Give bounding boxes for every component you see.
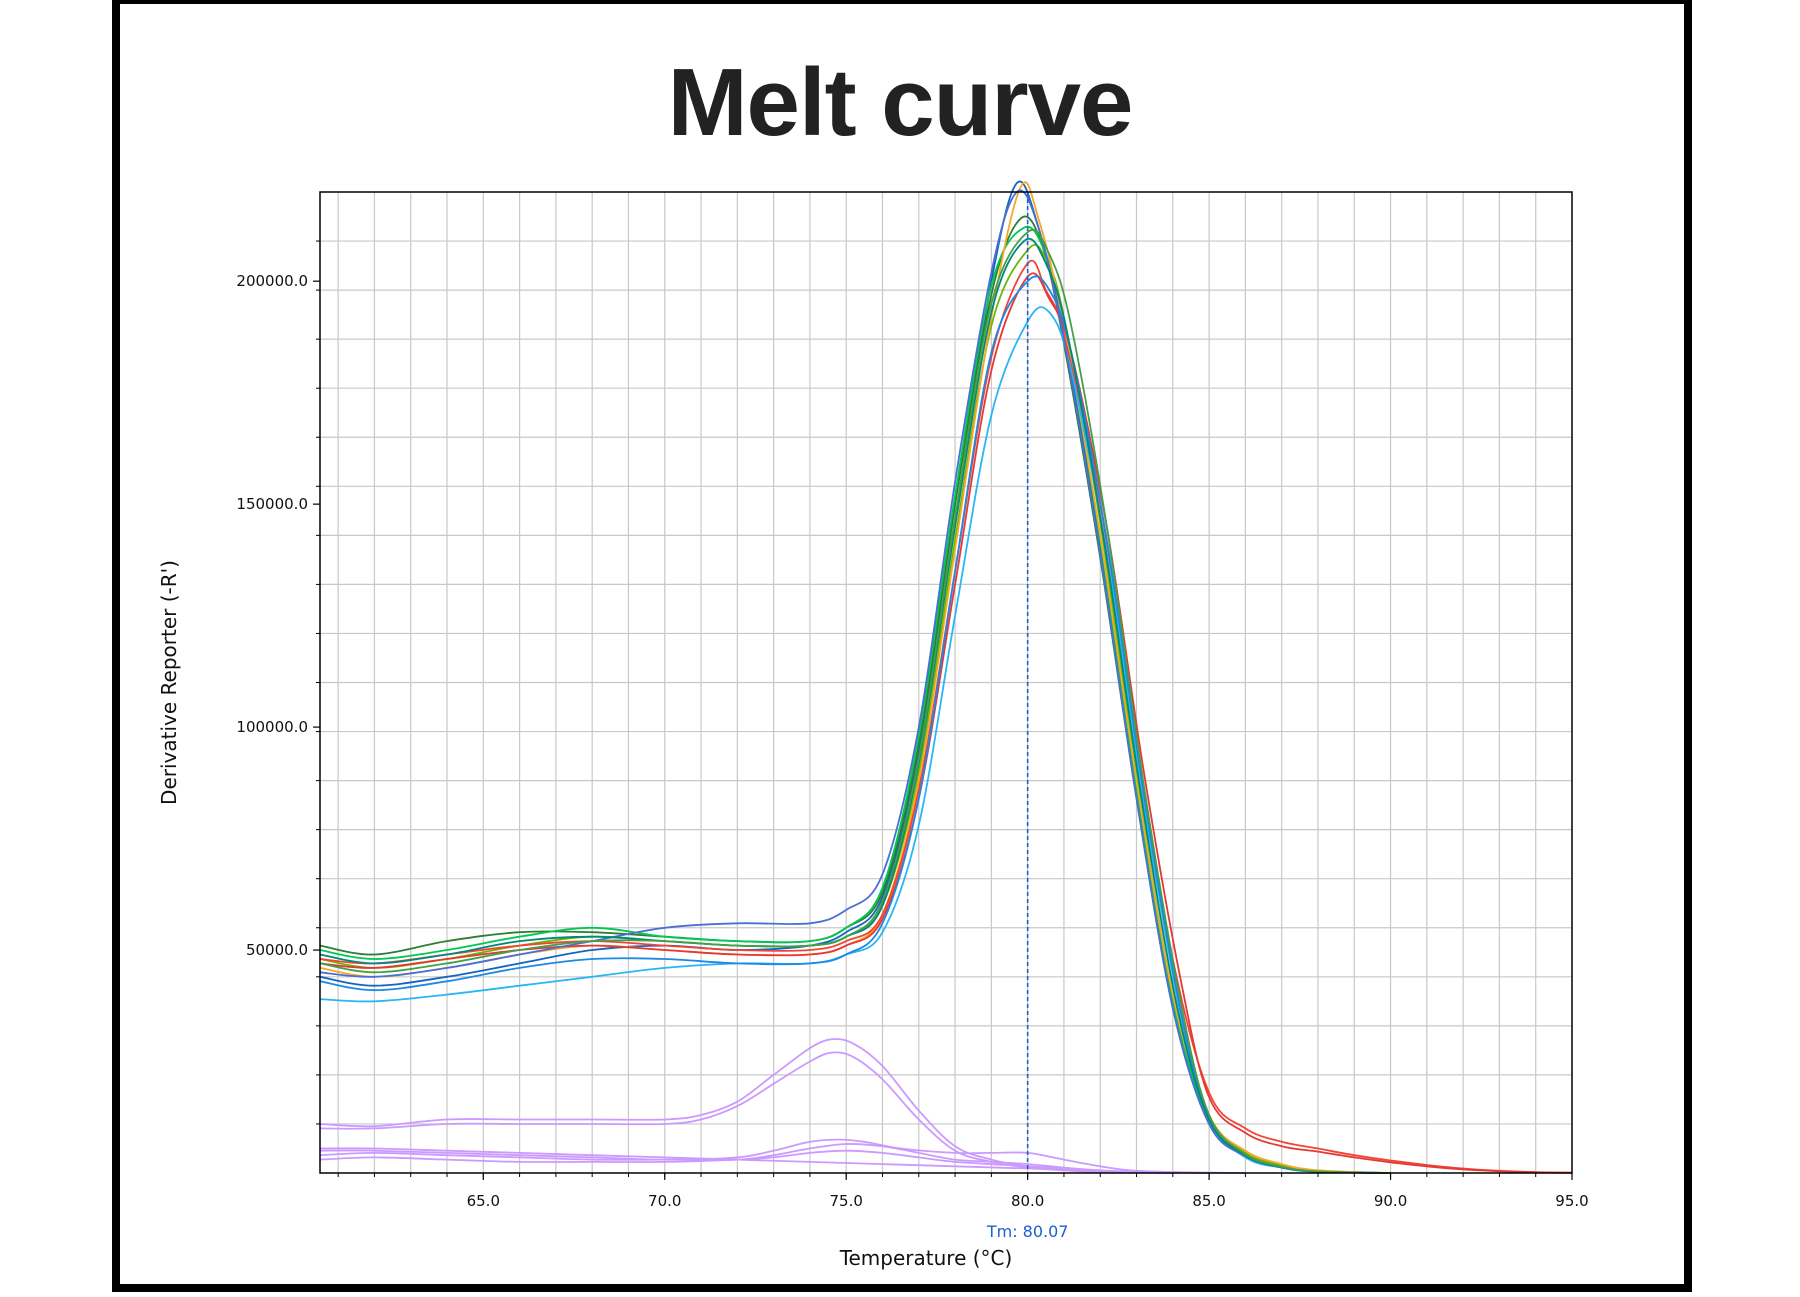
series-line-6 bbox=[319, 259, 1573, 1174]
y-tick-label: 200000.0 bbox=[236, 272, 308, 290]
series-line-7 bbox=[319, 272, 1573, 1174]
series-line-10 bbox=[319, 189, 1391, 1174]
series-line-3 bbox=[319, 225, 1391, 1174]
y-tick-label: 100000.0 bbox=[236, 718, 308, 736]
x-tick-label: 90.0 bbox=[1374, 1192, 1407, 1210]
series-lines bbox=[319, 180, 1573, 1174]
series-line-14 bbox=[319, 1051, 1173, 1174]
chart-frame bbox=[112, 0, 1692, 1292]
x-tick-label: 95.0 bbox=[1555, 1192, 1588, 1210]
series-line-11 bbox=[319, 238, 1391, 1174]
series-line-5 bbox=[319, 181, 1391, 1174]
y-tick-label: 50000.0 bbox=[246, 941, 308, 959]
series-line-2 bbox=[319, 215, 1391, 1174]
x-tick-label: 85.0 bbox=[1192, 1192, 1225, 1210]
series-line-15 bbox=[319, 1138, 1210, 1174]
x-axis-title: Temperature (°C) bbox=[839, 1246, 1013, 1270]
tm-label: Tm: 80.07 bbox=[986, 1222, 1069, 1241]
series-line-1 bbox=[319, 180, 1391, 1174]
series-line-9 bbox=[319, 275, 1391, 1174]
x-tick-label: 65.0 bbox=[467, 1192, 500, 1210]
series-line-4 bbox=[319, 244, 1391, 1174]
y-tick-label: 150000.0 bbox=[236, 495, 308, 513]
grid bbox=[320, 192, 1572, 1173]
chart-title: Melt curve bbox=[667, 49, 1134, 156]
x-tick-label: 80.0 bbox=[1011, 1192, 1044, 1210]
series-line-12 bbox=[319, 229, 1391, 1174]
x-axis-ticks: 65.0 70.0 75.0 80.0 85.0 90.0 95.0 bbox=[337, 1173, 1589, 1210]
y-axis-ticks: 50000.0 100000.0 150000.0 200000.0 bbox=[236, 240, 320, 1125]
x-tick-label: 70.0 bbox=[648, 1192, 681, 1210]
x-tick-label: 75.0 bbox=[829, 1192, 862, 1210]
y-axis-title: Derivative Reporter (-R') bbox=[157, 560, 181, 805]
series-line-18 bbox=[319, 1147, 1246, 1174]
series-line-17 bbox=[319, 1149, 1173, 1174]
